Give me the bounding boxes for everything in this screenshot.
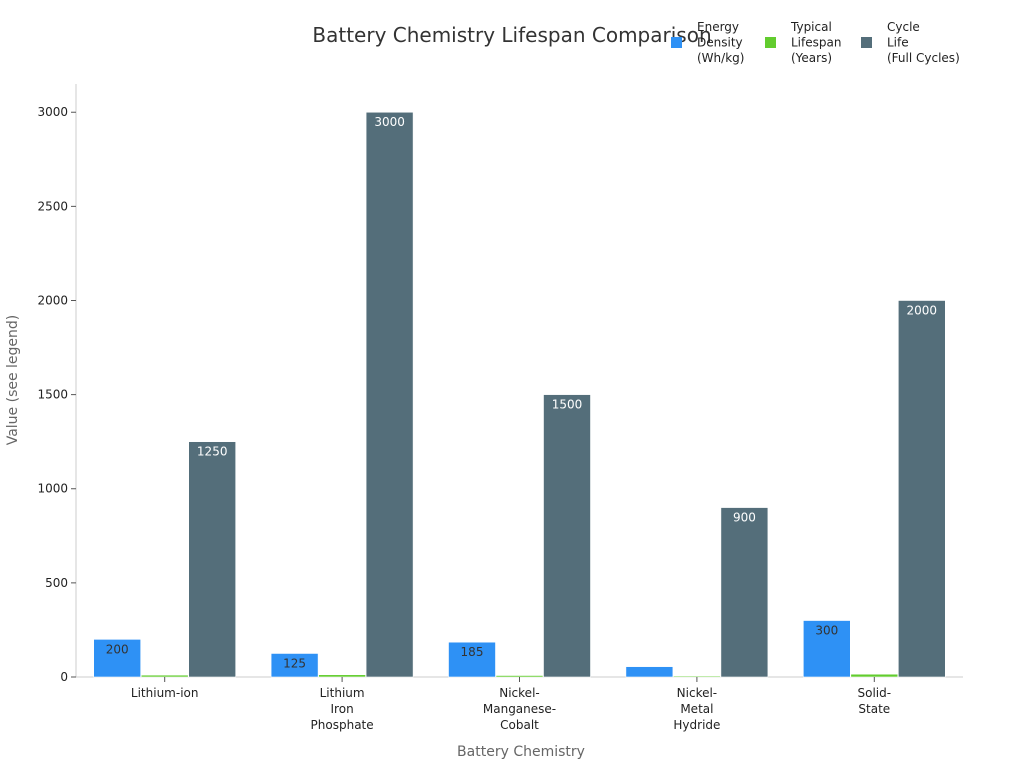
y-tick-label: 500 [45,576,68,590]
bar-2-4 [897,300,946,678]
bar-value-label: 300 [815,624,838,638]
legend-swatch [861,37,872,48]
legend-swatch [671,37,682,48]
bar-1-2 [495,675,544,678]
y-tick-label: 0 [60,670,68,684]
bar-value-label: 200 [106,642,129,656]
y-tick-label: 1500 [37,388,68,402]
y-axis-title: Value (see legend) [5,315,21,446]
bar-value-label: 3000 [374,115,405,129]
legend-entry: Energy Density (Wh/kg) [697,20,744,65]
bar-1-4 [850,673,899,678]
bar-value-label: 2000 [907,303,938,317]
legend-entry: Cycle Life (Full Cycles) [887,20,960,65]
x-tick-label: Solid-State [858,686,892,716]
bar-0-2 [448,641,496,678]
x-tick-label: Lithium-ion [131,686,199,700]
x-tick-label: Lithium Iron Phosphate [311,686,374,732]
chart-title: Battery Chemistry Lifespan Comparison [312,23,711,47]
bar-1-3 [673,675,721,678]
bar-0-1 [270,653,319,678]
y-tick-label: 2000 [37,293,68,307]
plot-area: 0 500 1000 1500 2000 2500 3000 200 1250 Lithium-i… [37,84,963,732]
bar-value-label: 900 [733,511,756,525]
y-tick-label: 2500 [37,199,68,213]
bar-0-0 [93,639,141,678]
bar-0-3 [625,666,674,678]
legend-entry: Typical Lifespan (Years) [790,20,841,65]
x-tick-label: Nickel-Metal Hydride [673,686,720,732]
x-tick-label: Nickel-Manganese-Cobalt [483,686,556,732]
y-tick-label: 1000 [37,482,68,496]
legend: Energy Density (Wh/kg) Typical Lifespan (Year… [671,20,960,65]
bar-value-label: 1250 [197,445,228,459]
bar-1-0 [140,674,189,678]
legend-swatch [765,37,776,48]
bar-value-label: 185 [461,645,484,659]
bar-value-label: 125 [283,656,306,670]
bar-2-3 [720,507,769,678]
bar-1-1 [318,674,366,678]
bar-2-0 [188,441,236,678]
y-tick-label: 3000 [37,105,68,119]
x-axis-title: Battery Chemistry [457,744,585,760]
bar-2-2 [543,394,591,678]
bar-0-4 [802,620,851,678]
bar-value-label: 1500 [552,398,583,412]
bar-2-1 [365,111,414,678]
